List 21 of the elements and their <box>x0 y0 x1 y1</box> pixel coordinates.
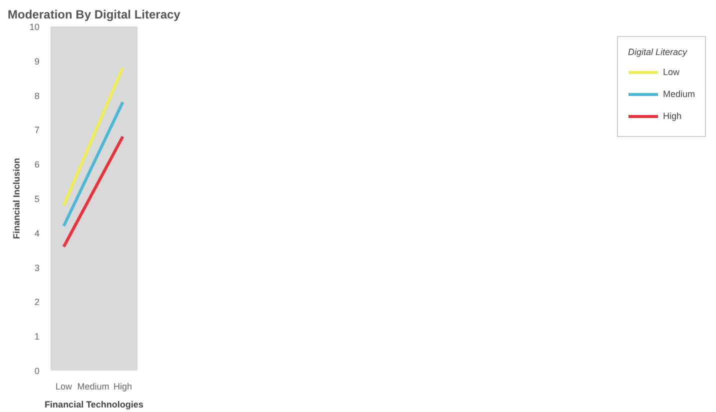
y-tick-label: 5 <box>34 194 40 204</box>
chart-title: Moderation By Digital Literacy <box>8 8 181 22</box>
x-tick-label: High <box>114 382 132 392</box>
legend-label: Low <box>662 67 680 77</box>
x-tick-label: Medium <box>77 382 110 392</box>
legend-label: Medium <box>662 89 695 99</box>
y-tick-label: 2 <box>34 297 40 308</box>
y-tick-label: 8 <box>34 90 40 101</box>
y-tick-label: 7 <box>34 125 40 136</box>
y-tick-label: 10 <box>29 22 40 32</box>
y-tick-label: 0 <box>34 366 40 376</box>
x-tick-label: Low <box>56 382 73 392</box>
y-tick-label: 1 <box>34 332 40 342</box>
y-tick-label: 3 <box>34 262 40 273</box>
y-tick-label: 6 <box>34 160 40 170</box>
legend-title: Digital Literacy <box>628 47 688 57</box>
y-tick-label: 4 <box>34 228 40 238</box>
x-axis-title: Financial Technologies <box>44 400 144 410</box>
y-tick-label: 9 <box>34 56 40 66</box>
y-axis-title: Financial Inclusion <box>11 158 22 240</box>
legend-label: High <box>662 111 682 121</box>
